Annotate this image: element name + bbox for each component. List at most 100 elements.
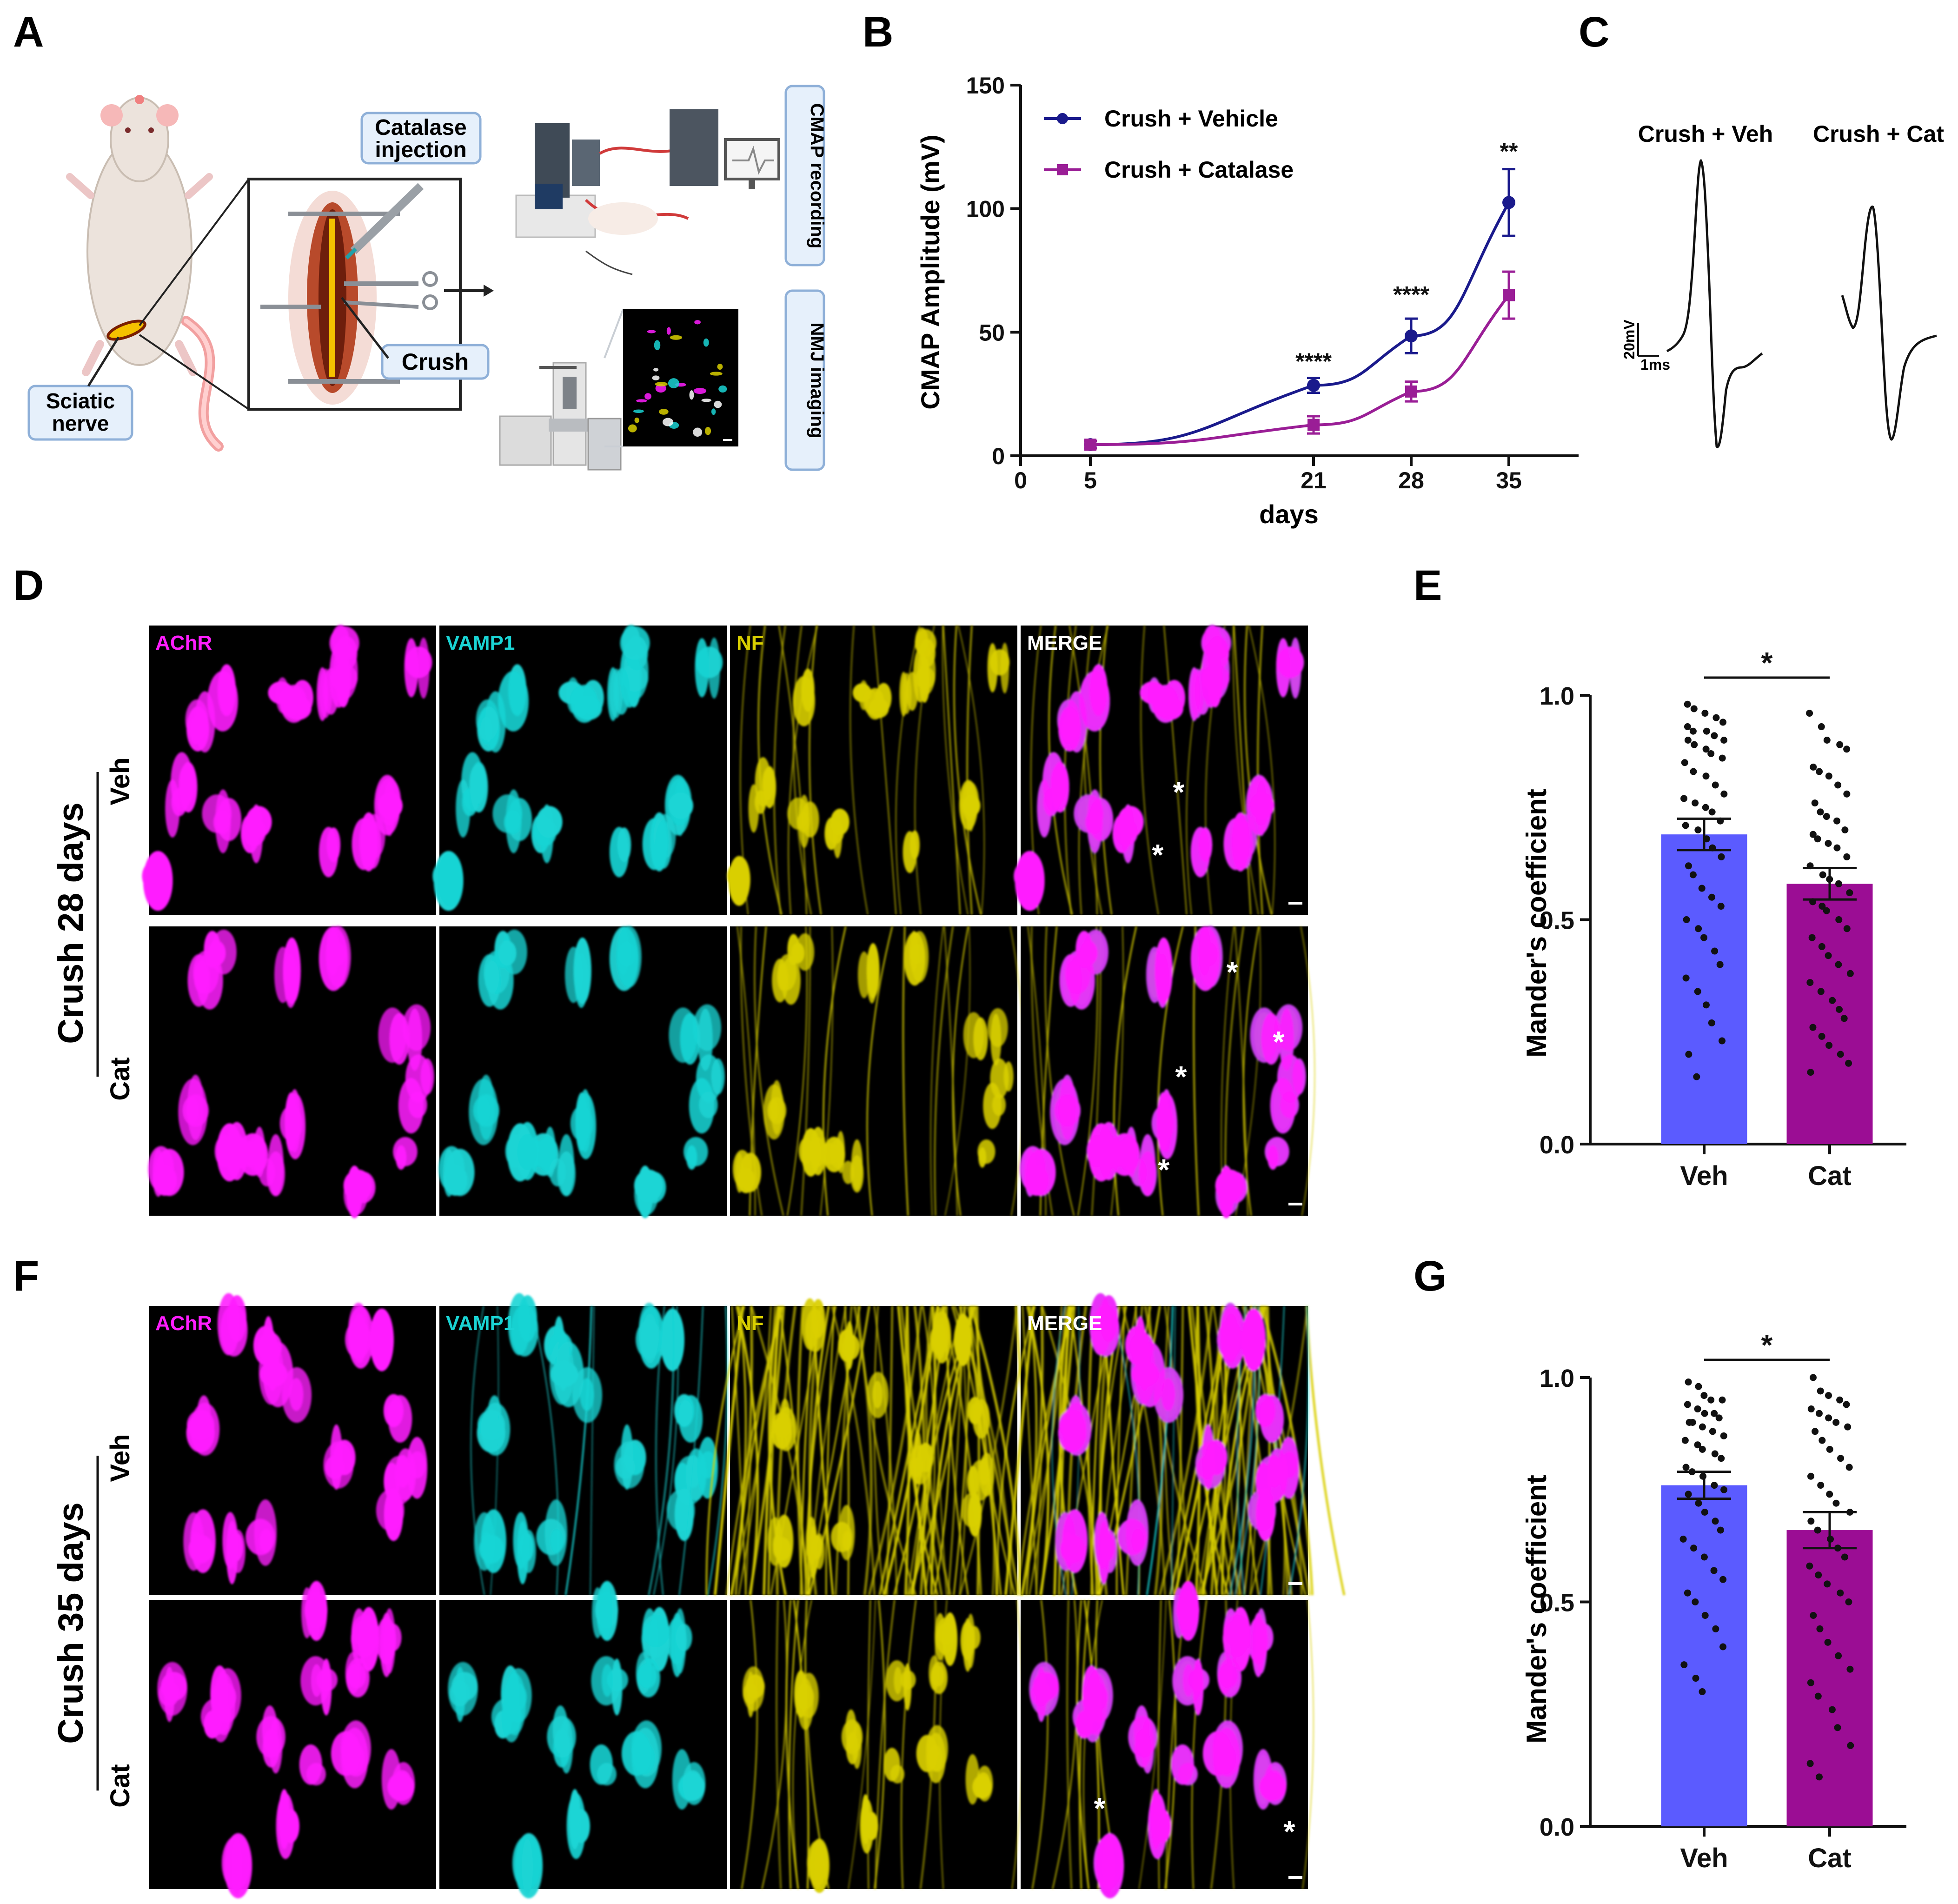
g-data-point [1806,1562,1813,1570]
micrograph-achr-veh: AChR [142,625,436,915]
micrograph-fiber [754,926,784,1216]
g-data-point [1817,1482,1825,1489]
e-data-point [1835,916,1843,923]
e-data-point [1809,831,1817,838]
micrograph-signal [1156,1093,1178,1159]
nmj-thumb-signal [717,364,723,370]
micrograph-signal [711,1058,725,1095]
micrograph-fiber [785,1599,799,1890]
micrograph-fiber [1158,1305,1213,1596]
e-data-point [1840,1015,1848,1022]
micrograph-signal [1130,1340,1155,1405]
micrograph-signal [814,1843,822,1891]
g-data-point [1709,1428,1716,1435]
g-data-point [1807,1518,1815,1525]
e-data-point [1695,925,1702,932]
micrograph-signal [968,1492,982,1537]
g-data-point [1717,1526,1724,1534]
cmap-traces-panel: Crush + Veh Crush + Cat 20mV 1ms [1621,121,1944,448]
nmj-thumb-signal [666,327,671,335]
micrograph-fiber [804,1305,837,1596]
micrograph-nf-veh: NF [727,625,1017,915]
micrograph-signal [1255,1488,1275,1541]
micrograph-signal [438,852,464,907]
micrograph-signal [501,1692,522,1743]
micrograph-signal [830,808,850,835]
micrograph-signal [508,664,527,716]
b-x-axis-label: days [1259,499,1319,529]
e-data-point [1818,1032,1825,1040]
e-data-point [1682,822,1689,829]
micrograph-signal [231,1838,243,1895]
micrograph-nf-veh: NF [705,1298,1055,1596]
micrograph-content [727,625,1010,915]
b-series-line-vehicle [1090,201,1510,446]
micrograph-signal [1138,1151,1157,1197]
g-data-point [1837,1455,1845,1462]
micrograph-fiber [966,1305,995,1596]
asterisk-marker: * [1158,1153,1170,1186]
micrograph-fiber [1110,926,1124,1216]
g-data-point [1843,1401,1850,1408]
micrograph-fiber [1031,1599,1049,1890]
trace-title-veh: Crush + Veh [1638,121,1773,147]
micrograph-signal [217,664,236,716]
micrograph-signal [674,1488,694,1541]
trace-veh [1666,159,1763,448]
micrograph-signal [1088,798,1114,841]
micrograph-fiber [1099,625,1113,915]
micrograph-signal [977,1139,996,1164]
e-data-point [1835,880,1843,887]
micrograph-fiber [1146,1305,1174,1596]
g-data-point [1701,1611,1709,1619]
micrograph-fiber [1083,625,1103,915]
micrograph-signal [697,1437,718,1499]
sciatic-callout [27,385,133,441]
g-data-point [1832,1499,1840,1507]
micrograph-signal [485,960,499,994]
micrograph-nf-cat [730,926,1025,1216]
nmj-thumb-signal [710,372,723,376]
nmj-thumb-signal [718,385,727,393]
nmj-thumb-signal [659,408,669,415]
micrograph-achr-cat [148,925,436,1218]
g-data-point [1815,1410,1823,1417]
e-data-point [1843,790,1851,798]
e-data-point [1708,1019,1715,1026]
e-data-point [1823,737,1831,744]
e-data-point [1829,997,1836,1004]
micrograph-signal [211,1692,231,1743]
g-bar-veh [1661,1485,1747,1826]
micrograph-signal [280,685,307,723]
nmj-thumb-signal [653,368,659,372]
e-data-point [1717,903,1725,910]
micrograph-fiber [705,1305,745,1596]
micrograph-signal [909,830,920,859]
channel-layer [157,1581,415,1898]
g-data-point [1707,1396,1715,1404]
micrograph-signal [740,1152,761,1192]
micrograph-content [470,1293,728,1596]
e-y-axis-label: Mander's coefficient [1521,789,1552,1058]
asterisk-marker: * [1152,838,1164,872]
channel-label-nf: NF [737,632,764,654]
micrograph-signal [624,1439,646,1475]
micrograph-fiber [1164,1599,1176,1890]
micrograph-fiber [653,1305,679,1596]
e-data-point [1682,974,1690,982]
sciatic-pointer [87,336,120,387]
g-data-point [1699,1423,1706,1431]
micrograph-fiber [974,1305,1002,1596]
micrograph-signal [285,1093,306,1159]
micrograph-signal [1030,1681,1051,1707]
g-data-point [1844,1423,1852,1431]
panel-label-e: E [1414,562,1442,609]
micrograph-background [439,626,727,915]
micrograph-signal [910,931,929,983]
e-data-point [1843,853,1851,860]
e-data-point [1685,862,1692,870]
nmj-imaging-callout [784,289,825,471]
micrograph-signal [642,1614,670,1647]
e-data-point [1716,961,1724,968]
